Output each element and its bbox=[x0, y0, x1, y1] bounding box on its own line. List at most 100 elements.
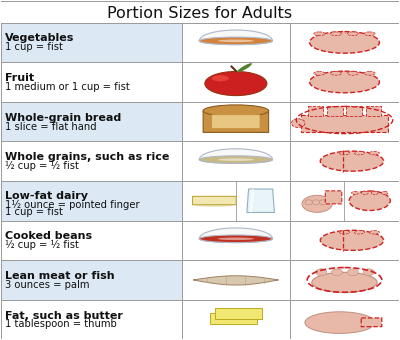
Text: ½ cup = ½ fist: ½ cup = ½ fist bbox=[5, 161, 78, 171]
Ellipse shape bbox=[312, 200, 320, 205]
Text: Vegetables: Vegetables bbox=[5, 33, 74, 44]
Bar bbox=[290, 141, 399, 181]
Bar bbox=[182, 62, 290, 102]
FancyBboxPatch shape bbox=[203, 111, 269, 132]
Text: Fruit: Fruit bbox=[5, 73, 34, 83]
Polygon shape bbox=[193, 276, 278, 285]
Polygon shape bbox=[199, 228, 272, 239]
Ellipse shape bbox=[237, 63, 252, 72]
Bar bbox=[290, 22, 399, 62]
Ellipse shape bbox=[354, 151, 364, 155]
Ellipse shape bbox=[310, 71, 380, 93]
Ellipse shape bbox=[371, 191, 378, 194]
FancyBboxPatch shape bbox=[212, 115, 260, 129]
Ellipse shape bbox=[314, 32, 325, 36]
Text: Cooked beans: Cooked beans bbox=[5, 231, 92, 241]
Ellipse shape bbox=[199, 156, 272, 164]
Bar bbox=[290, 181, 399, 221]
Bar bbox=[366, 106, 381, 116]
Ellipse shape bbox=[320, 151, 384, 171]
Ellipse shape bbox=[199, 235, 272, 242]
Ellipse shape bbox=[292, 119, 305, 128]
Ellipse shape bbox=[339, 231, 350, 234]
Ellipse shape bbox=[195, 204, 234, 207]
Bar bbox=[301, 115, 388, 132]
Text: 1½ ounce = pointed finger: 1½ ounce = pointed finger bbox=[5, 200, 139, 210]
Bar bbox=[182, 260, 290, 300]
Bar bbox=[1, 102, 182, 141]
Text: 1 medium or 1 cup = fist: 1 medium or 1 cup = fist bbox=[5, 82, 130, 92]
Ellipse shape bbox=[316, 269, 327, 276]
Bar bbox=[1, 62, 182, 102]
Ellipse shape bbox=[364, 32, 375, 36]
Ellipse shape bbox=[320, 230, 384, 250]
Ellipse shape bbox=[302, 195, 332, 212]
Bar bbox=[290, 300, 399, 339]
Bar bbox=[1, 181, 182, 221]
Ellipse shape bbox=[330, 71, 342, 75]
Ellipse shape bbox=[354, 231, 364, 234]
Ellipse shape bbox=[212, 75, 229, 81]
Text: Whole grains, such as rice: Whole grains, such as rice bbox=[5, 152, 169, 162]
Bar bbox=[327, 106, 342, 116]
Text: Whole-grain bread: Whole-grain bread bbox=[5, 113, 121, 123]
Text: ½ cup = ½ fist: ½ cup = ½ fist bbox=[5, 240, 78, 250]
Text: Fat, such as butter: Fat, such as butter bbox=[5, 310, 122, 321]
Text: 1 cup = fist: 1 cup = fist bbox=[5, 42, 62, 52]
Text: Lean meat or fish: Lean meat or fish bbox=[5, 271, 114, 281]
Bar bbox=[182, 102, 290, 141]
Ellipse shape bbox=[305, 200, 313, 205]
Bar bbox=[182, 181, 290, 221]
Text: 3 ounces = palm: 3 ounces = palm bbox=[5, 280, 89, 290]
Bar bbox=[290, 62, 399, 102]
Bar bbox=[182, 221, 290, 260]
Ellipse shape bbox=[199, 156, 272, 164]
Bar bbox=[1, 141, 182, 181]
Ellipse shape bbox=[312, 272, 377, 292]
Ellipse shape bbox=[330, 32, 342, 36]
Ellipse shape bbox=[369, 231, 380, 234]
Bar bbox=[1, 300, 182, 339]
Ellipse shape bbox=[203, 105, 268, 117]
Ellipse shape bbox=[319, 200, 327, 205]
Polygon shape bbox=[247, 189, 274, 212]
Polygon shape bbox=[199, 149, 272, 159]
FancyBboxPatch shape bbox=[210, 313, 258, 324]
Ellipse shape bbox=[314, 71, 325, 75]
Ellipse shape bbox=[352, 191, 358, 194]
Ellipse shape bbox=[347, 269, 358, 276]
Ellipse shape bbox=[362, 191, 368, 194]
Polygon shape bbox=[199, 30, 272, 41]
Text: Portion Sizes for Adults: Portion Sizes for Adults bbox=[108, 6, 292, 21]
Bar bbox=[182, 22, 290, 62]
Ellipse shape bbox=[218, 39, 254, 42]
FancyBboxPatch shape bbox=[325, 191, 342, 204]
Ellipse shape bbox=[364, 71, 375, 75]
FancyBboxPatch shape bbox=[192, 197, 236, 205]
Ellipse shape bbox=[199, 37, 272, 45]
Ellipse shape bbox=[363, 269, 374, 276]
Text: 1 cup = fist: 1 cup = fist bbox=[5, 207, 62, 217]
Ellipse shape bbox=[310, 32, 380, 53]
Bar bbox=[290, 260, 399, 300]
Bar bbox=[346, 106, 362, 116]
FancyBboxPatch shape bbox=[215, 308, 262, 320]
Ellipse shape bbox=[218, 158, 254, 161]
Ellipse shape bbox=[199, 235, 272, 242]
Bar bbox=[290, 102, 399, 141]
Bar bbox=[182, 141, 290, 181]
Ellipse shape bbox=[369, 151, 380, 155]
Ellipse shape bbox=[339, 151, 350, 155]
FancyBboxPatch shape bbox=[361, 318, 382, 327]
Bar bbox=[1, 260, 182, 300]
Bar bbox=[1, 22, 182, 62]
Text: 1 slice = flat hand: 1 slice = flat hand bbox=[5, 122, 96, 132]
Bar bbox=[182, 300, 290, 339]
Ellipse shape bbox=[199, 37, 272, 45]
Ellipse shape bbox=[332, 269, 343, 276]
Ellipse shape bbox=[381, 191, 388, 194]
Ellipse shape bbox=[349, 191, 390, 210]
Ellipse shape bbox=[347, 32, 358, 36]
Text: 1 tablespoon = thumb: 1 tablespoon = thumb bbox=[5, 320, 116, 329]
Bar bbox=[308, 106, 323, 116]
